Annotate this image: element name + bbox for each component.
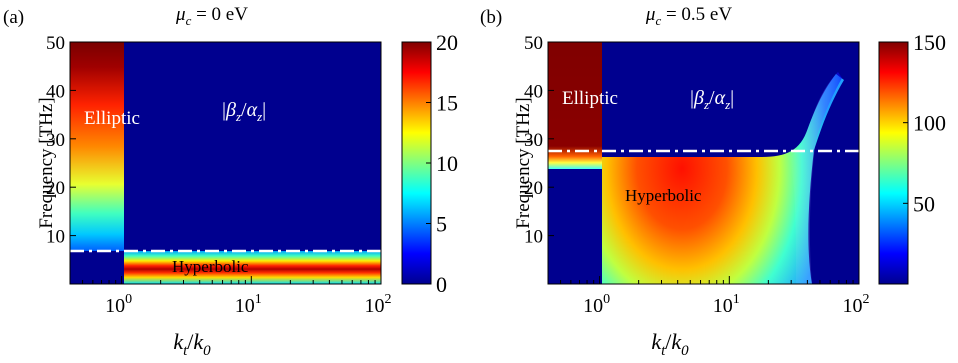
colorbar-tick-label-a: 5 — [436, 212, 447, 237]
panel-b: (b) μc = 0.5 eV Elliptic Hyperbolic |βz/… — [480, 4, 946, 359]
x-tick-label-a: 101 — [235, 292, 262, 317]
hyperbolic-edge-b — [790, 72, 842, 284]
y-tick-label-b: 30 — [524, 130, 543, 151]
colorbar-tick-label-a: 20 — [436, 30, 458, 55]
colorbar-b — [878, 41, 909, 285]
hyperbolic-label-b: Hyperbolic — [625, 186, 702, 205]
hyperbolic-label-a: Hyperbolic — [172, 257, 249, 276]
x-tick-label-b: 100 — [583, 292, 610, 317]
y-tick-label-b: 40 — [524, 81, 543, 102]
title-a: μc = 0 eV — [175, 4, 248, 28]
y-tick-label-a: 30 — [46, 130, 65, 151]
y-tick-label-a: 40 — [46, 81, 65, 102]
x-tick-label-a: 100 — [105, 292, 132, 317]
hyperbolic-region-b — [602, 74, 844, 284]
y-tick-label-a: 20 — [46, 178, 65, 199]
x-tick-label-b: 101 — [713, 292, 740, 317]
elliptic-label-b: Elliptic — [562, 88, 618, 109]
hyperbolic-region-a — [124, 251, 381, 284]
xlabel-a: kt/k0 — [173, 329, 211, 359]
y-tick-label-a: 50 — [46, 33, 65, 54]
elliptic-region-a — [70, 42, 124, 251]
x-tick-label-a: 102 — [365, 292, 392, 317]
panel-a: (a) μc = 0 eV Elliptic Hyperbolic |βz/αz… — [3, 4, 458, 359]
colorbar-tick-label-b: 50 — [913, 191, 935, 216]
ylabel-b: Frequency [THz] — [513, 97, 534, 228]
axes-b: 100 101 102 10 20 30 40 50 — [524, 33, 870, 317]
y-tick-label-b: 50 — [524, 33, 543, 54]
title-b: μc = 0.5 eV — [645, 4, 732, 28]
elliptic-label-a: Elliptic — [84, 108, 140, 129]
colorbar-tick-label-b: 150 — [913, 30, 946, 55]
y-tick-label-b: 20 — [524, 178, 543, 199]
plot-frame-b — [547, 41, 860, 285]
ylabel-a: Frequency [THz] — [36, 97, 57, 228]
colorbar-tick-label-a: 15 — [436, 91, 458, 116]
plot-frame-a — [69, 41, 382, 285]
colorbar-tick-label-a: 10 — [436, 151, 458, 176]
colorbar-tick-label-b: 100 — [913, 111, 946, 136]
y-tick-label-b: 10 — [524, 227, 543, 248]
colorbar-tick-label-a: 0 — [436, 272, 447, 297]
x-tick-label-b: 102 — [843, 292, 870, 317]
xlabel-b: kt/k0 — [651, 329, 689, 359]
colorbar-ticks-a: 0 5 10 15 20 — [426, 30, 458, 297]
panel-label-b: (b) — [480, 7, 502, 28]
y-tick-label-a: 10 — [46, 227, 65, 248]
panel-label-a: (a) — [3, 7, 24, 28]
elliptic-region-b — [548, 42, 602, 169]
axes-a: 100 101 102 10 20 30 40 50 — [46, 33, 392, 317]
colorbar-ticks-b: 50 100 150 — [903, 30, 946, 216]
